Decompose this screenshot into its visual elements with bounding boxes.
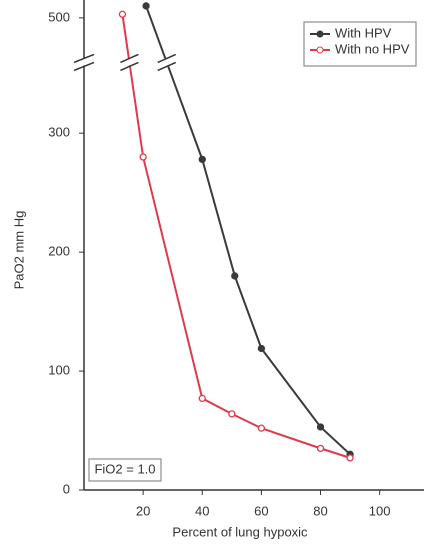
annotation-box [88, 458, 162, 482]
x-tick-label: 60 [254, 503, 268, 518]
marker [228, 410, 236, 418]
marker [198, 394, 206, 403]
legend-label: With no HPV [335, 41, 410, 56]
marker [118, 10, 127, 18]
x-tick-label: 20 [136, 503, 150, 518]
y-axis-label: PaO2 mm Hg [11, 211, 26, 290]
y-tick-label: 0 [63, 481, 70, 496]
marker [139, 153, 147, 161]
line-break [120, 53, 139, 64]
line [145, 5, 351, 456]
annotation: FiO2 = 1.0 [94, 461, 155, 476]
line-break [157, 61, 177, 72]
line-break-gap [157, 58, 176, 66]
legend-marker [316, 46, 324, 54]
legend-marker [316, 30, 324, 38]
line-break [120, 61, 139, 72]
legend-label: With HPV [335, 25, 392, 40]
marker [231, 272, 239, 280]
axis-break [73, 53, 95, 64]
line-break-gap [120, 58, 139, 66]
marker [316, 423, 325, 431]
marker [142, 2, 150, 10]
marker [257, 424, 266, 432]
line-break [157, 53, 177, 64]
x-tick-label: 40 [195, 503, 209, 518]
legend-box [303, 21, 417, 67]
x-axis-label: Percent of lung hypoxic [172, 524, 308, 539]
y-tick-label: 100 [48, 363, 70, 378]
y-tick-label: 300 [48, 125, 70, 140]
axis-break [73, 61, 95, 72]
x-tick-label: 100 [369, 503, 391, 518]
marker [346, 454, 354, 462]
x-tick-label: 80 [313, 503, 327, 518]
marker [198, 155, 206, 164]
y-tick-label: 200 [48, 244, 70, 259]
axis-break-gap [74, 58, 94, 66]
marker [316, 444, 325, 453]
y-tick-label: 500 [48, 9, 70, 24]
marker [257, 344, 266, 353]
line [121, 14, 351, 459]
